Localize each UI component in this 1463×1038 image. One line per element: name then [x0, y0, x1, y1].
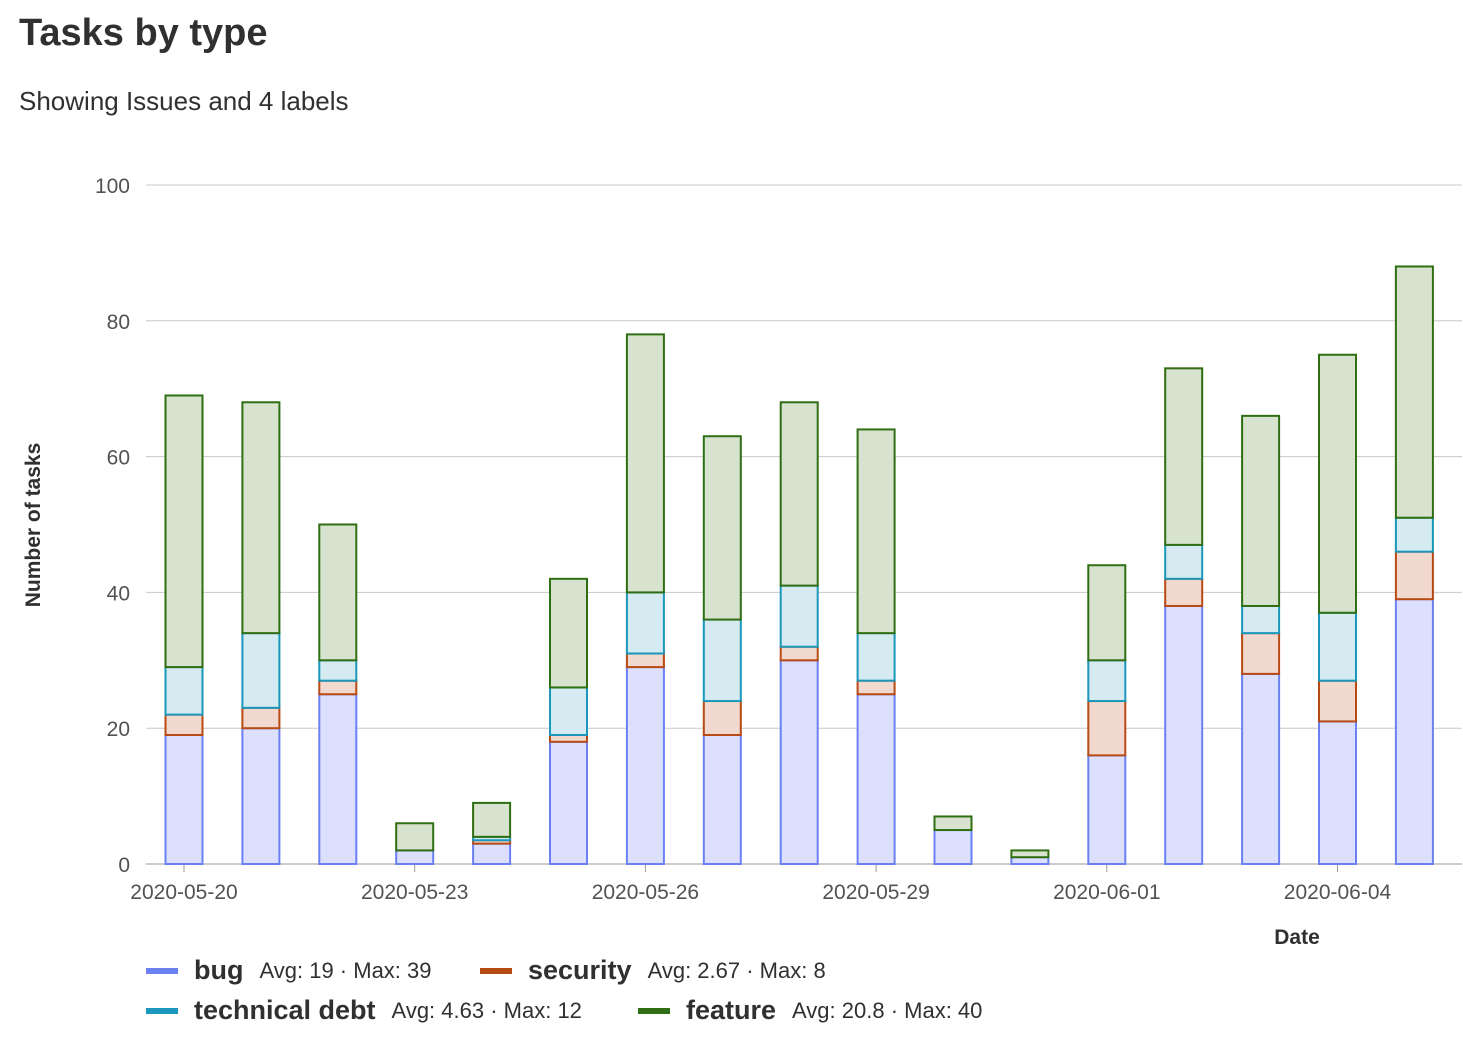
y-tick-label: 40 [107, 582, 130, 605]
bar-feature-2020-05-30 [933, 815, 973, 832]
tasks-by-type-chart: 0 20 40 60 80 100 Number of tasks 2020-05-20 202… [22, 175, 1462, 949]
bar-feature-2020-05-22 [318, 523, 358, 662]
bar-bug-2020-06-02 [1164, 604, 1204, 865]
legend-swatch-security [480, 967, 512, 974]
bar-bug-2020-06-03 [1241, 672, 1281, 865]
bar-security-2020-05-21 [241, 706, 281, 730]
bar-feature-2020-06-04 [1318, 353, 1357, 614]
bar-technical-debt-2020-06-03 [1241, 604, 1281, 635]
bar-technical-debt-2020-05-26 [625, 591, 665, 655]
bar-bug-2020-05-23 [395, 849, 435, 865]
bar-technical-debt-2020-06-02 [1164, 543, 1204, 580]
y-axis-label: Number of tasks [22, 443, 45, 608]
bar-feature-2020-05-27 [702, 435, 742, 621]
bar-security-2020-05-27 [702, 700, 742, 736]
bar-feature-2020-05-23 [395, 822, 435, 852]
y-tick-label: 0 [118, 854, 130, 877]
bar-bug-2020-05-24 [472, 842, 512, 866]
bar-technical-debt-2020-06-01 [1087, 659, 1127, 703]
bar-security-2020-06-04 [1318, 679, 1357, 723]
bar-bug-2020-05-26 [625, 666, 665, 866]
bar-bug-2020-06-01 [1087, 754, 1127, 865]
bar-feature-2020-05-26 [625, 333, 665, 594]
legend-swatch-feature [638, 1007, 670, 1014]
legend-label-bug: bug [194, 955, 244, 985]
bar-bug-2020-05-27 [702, 733, 742, 865]
bar-feature-2020-05-28 [779, 401, 819, 587]
legend-item-security[interactable]: security Avg: 2.67 · Max: 8 [480, 955, 826, 986]
bar-bug-2020-05-31 [1010, 856, 1050, 866]
bar-technical-debt-2020-05-21 [241, 632, 281, 709]
legend-item-technical-debt[interactable]: technical debt Avg: 4.63 · Max: 12 [146, 995, 582, 1026]
bar-security-2020-05-29 [856, 679, 896, 696]
bar-bug-2020-05-22 [318, 693, 358, 865]
legend-swatch-technical-debt [146, 1007, 178, 1014]
x-tick-label: 2020-06-04 [1284, 881, 1392, 904]
bar-bug-2020-05-21 [241, 727, 281, 866]
legend-label-feature: feature [686, 995, 777, 1025]
bar-security-2020-06-02 [1164, 577, 1204, 607]
bar-feature-2020-06-05 [1394, 265, 1434, 519]
x-axis-label: Date [1274, 926, 1320, 949]
x-tick-label: 2020-06-01 [1053, 881, 1160, 904]
bar-feature-2020-05-25 [549, 577, 588, 689]
bar-feature-2020-06-02 [1164, 367, 1204, 546]
legend-label-security: security [528, 955, 632, 985]
bar-security-2020-06-03 [1241, 632, 1281, 675]
bar-security-2020-05-20 [164, 713, 204, 736]
x-tick-label: 2020-05-29 [822, 881, 929, 904]
x-tick-label: 2020-05-26 [592, 881, 699, 904]
bar-bug-2020-05-25 [549, 740, 588, 866]
bar-feature-2020-05-24 [472, 801, 512, 838]
legend-stats-security: Avg: 2.67 · Max: 8 [647, 957, 826, 983]
bar-security-2020-05-22 [318, 679, 358, 696]
bar-security-2020-05-28 [779, 645, 819, 662]
bar-security-2020-06-05 [1394, 550, 1434, 601]
bar-bug-2020-06-04 [1318, 720, 1357, 865]
bar-feature-2020-06-03 [1241, 414, 1281, 607]
bar-security-2020-06-01 [1087, 700, 1127, 757]
x-tick-label: 2020-05-23 [361, 881, 468, 904]
legend-stats-feature: Avg: 20.8 · Max: 40 [792, 997, 983, 1023]
bar-bug-2020-05-30 [933, 829, 973, 865]
legend-label-technical-debt: technical debt [194, 995, 376, 1025]
legend-stats-bug: Avg: 19 · Max: 39 [259, 957, 432, 983]
bar-technical-debt-2020-05-29 [856, 632, 896, 682]
bar-technical-debt-2020-05-28 [779, 584, 819, 648]
y-tick-label: 80 [107, 311, 130, 334]
bar-technical-debt-2020-06-04 [1318, 611, 1357, 682]
bar-technical-debt-2020-05-20 [164, 666, 204, 716]
bar-technical-debt-2020-06-05 [1394, 516, 1434, 553]
bar-bug-2020-06-05 [1394, 598, 1434, 865]
bar-feature-2020-05-29 [856, 428, 896, 635]
bar-technical-debt-2020-05-22 [318, 659, 358, 682]
page-title: Tasks by type [19, 12, 268, 54]
bar-bug-2020-05-28 [779, 659, 819, 865]
bar-feature-2020-06-01 [1087, 564, 1127, 662]
y-tick-label: 60 [107, 447, 130, 470]
bar-security-2020-05-26 [625, 652, 665, 669]
y-tick-label: 20 [107, 718, 130, 741]
y-tick-label: 100 [95, 175, 130, 198]
x-tick-label: 2020-05-20 [130, 881, 237, 904]
bar-feature-2020-05-31 [1010, 849, 1050, 859]
bar-bug-2020-05-20 [164, 733, 204, 865]
bar-security-2020-05-25 [549, 733, 588, 743]
legend-stats-technical-debt: Avg: 4.63 · Max: 12 [391, 997, 582, 1023]
page-subtitle: Showing Issues and 4 labels [19, 86, 349, 116]
bar-feature-2020-05-21 [241, 401, 281, 635]
bar-bug-2020-05-29 [856, 693, 896, 865]
legend-item-feature[interactable]: feature Avg: 20.8 · Max: 40 [638, 995, 982, 1026]
bar-feature-2020-05-20 [164, 394, 204, 669]
bar-technical-debt-2020-05-27 [702, 618, 742, 703]
legend-item-bug[interactable]: bug Avg: 19 · Max: 39 [146, 955, 432, 986]
bar-technical-debt-2020-05-25 [549, 686, 588, 736]
legend-swatch-bug [146, 967, 178, 974]
